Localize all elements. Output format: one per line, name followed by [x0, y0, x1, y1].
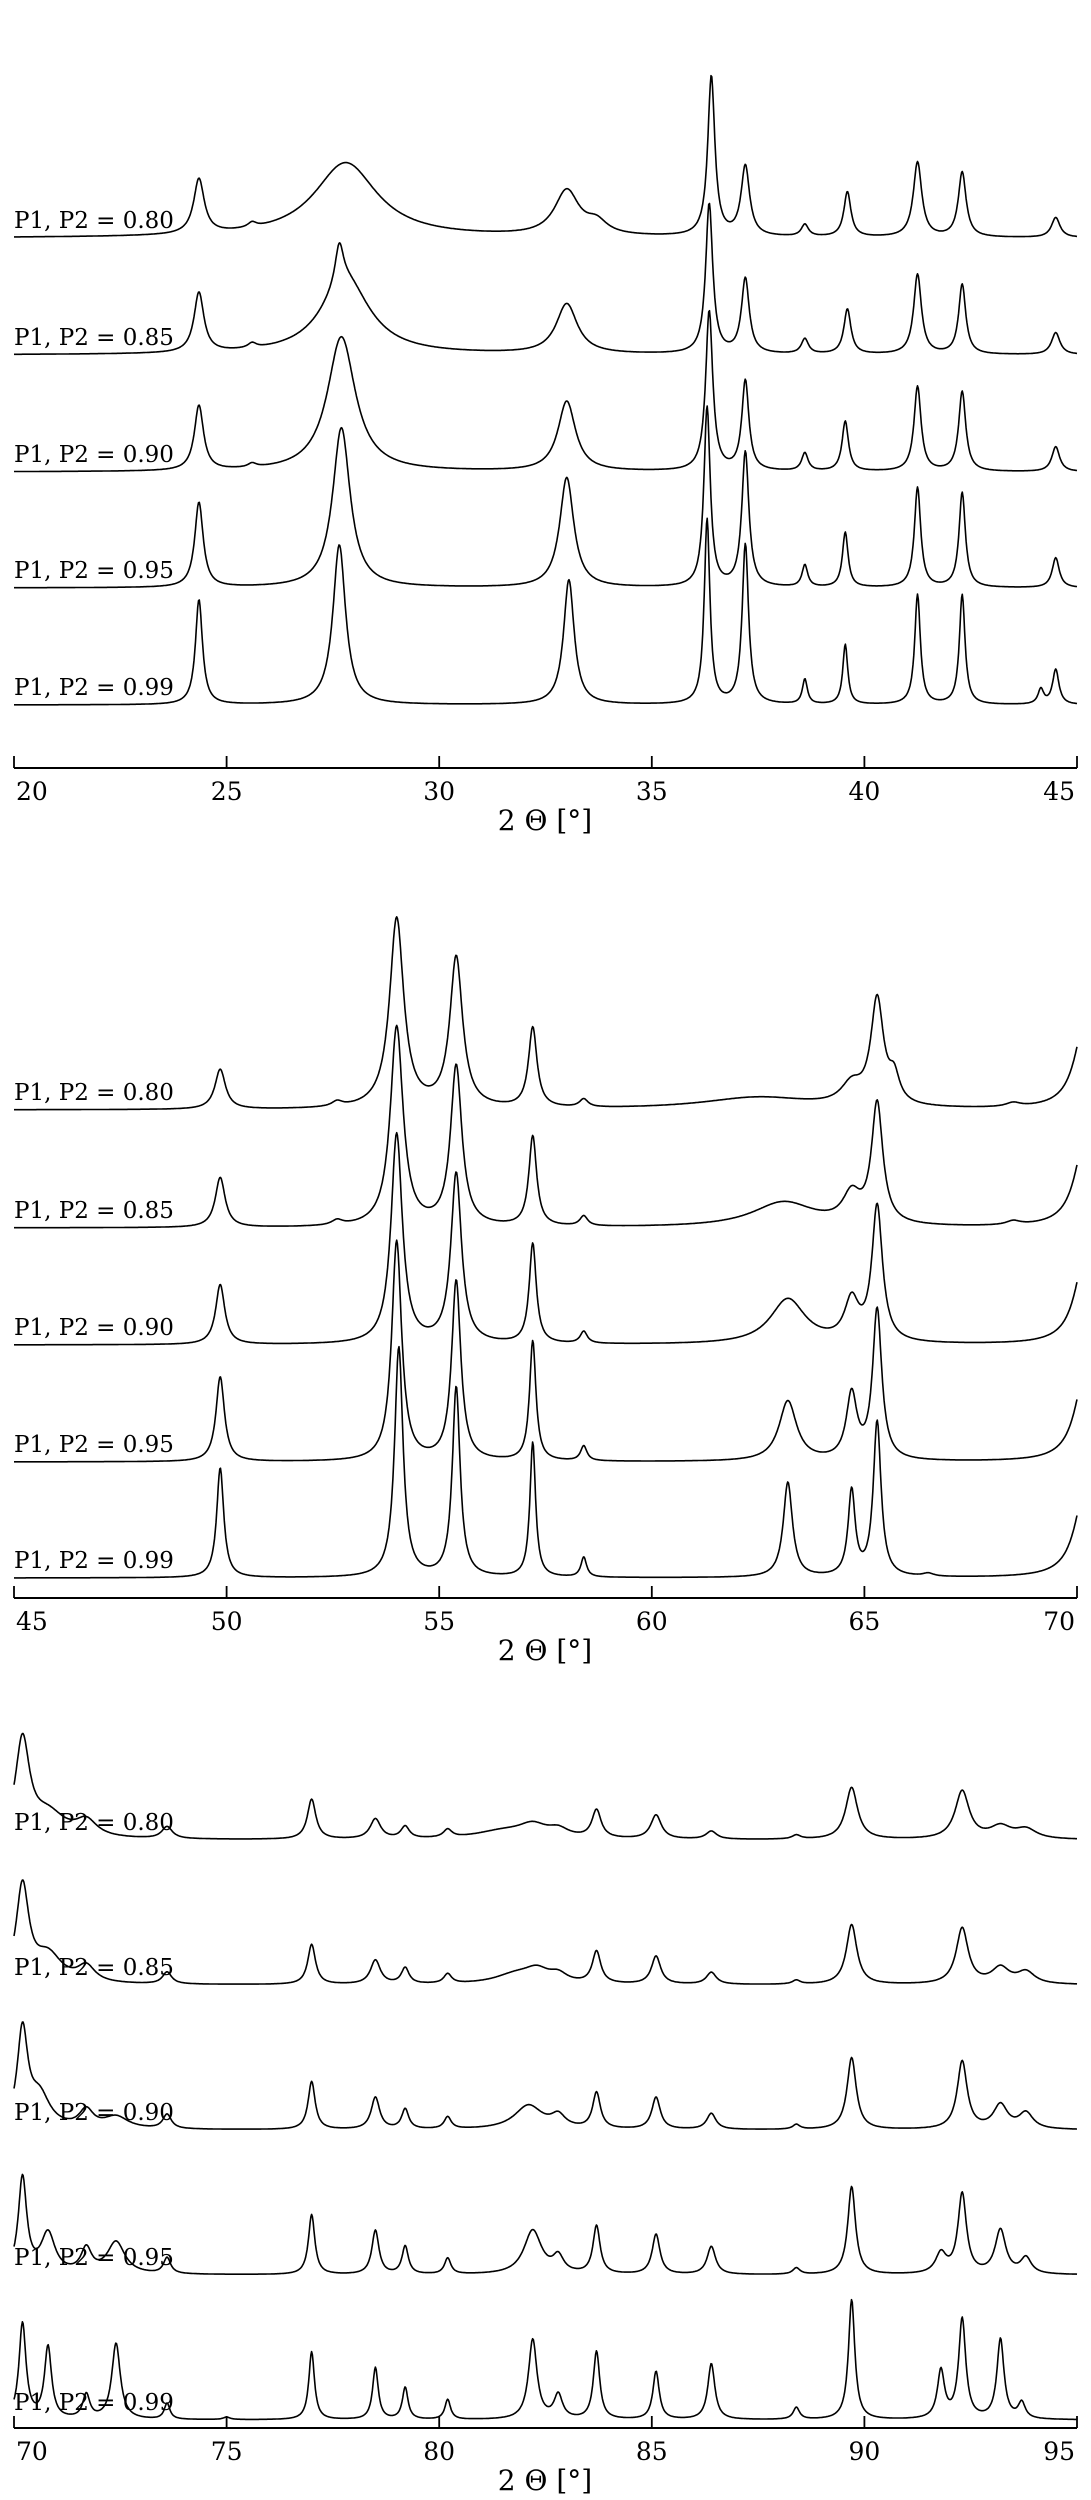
series-line	[14, 405, 1078, 589]
x-axis-label: 2 Θ [°]	[498, 1634, 592, 1667]
series-label: P1, P2 = 0.80	[14, 1080, 174, 1106]
x-tick-label: 30	[423, 777, 455, 806]
series-label: P1, P2 = 0.95	[14, 558, 174, 584]
series-line	[13, 2298, 1077, 2421]
series-label: P1, P2 = 0.80	[14, 208, 174, 234]
series-label: P1, P2 = 0.99	[14, 675, 174, 701]
series-label: P1, P2 = 0.95	[14, 1432, 174, 1458]
series-line	[13, 2021, 1077, 2130]
x-tick-label: 60	[636, 1607, 668, 1636]
series-line	[14, 1239, 1078, 1463]
series-label: P1, P2 = 0.85	[14, 1955, 174, 1981]
chart-panel-1: P1, P2 = 0.80 P1, P2 = 0.85 P1, P2 = 0.90 P…	[13, 74, 1078, 837]
series-line	[13, 1732, 1077, 1840]
series-line	[13, 1879, 1078, 1985]
series-label: P1, P2 = 0.90	[14, 2100, 174, 2126]
series-label: P1, P2 = 0.90	[14, 442, 174, 468]
x-tick-label: 70	[16, 2437, 48, 2466]
series-line	[14, 1131, 1078, 1346]
series-label: P1, P2 = 0.90	[14, 1315, 174, 1341]
series-line	[14, 517, 1078, 706]
x-tick-label: 70	[1043, 1607, 1075, 1636]
series-line	[14, 1024, 1078, 1229]
series-label: P1, P2 = 0.85	[14, 1198, 174, 1224]
series-label: P1, P2 = 0.99	[14, 2390, 174, 2416]
x-axis-label: 2 Θ [°]	[498, 2464, 592, 2497]
x-axis-label: 2 Θ [°]	[498, 804, 592, 837]
x-tick-label: 20	[16, 777, 48, 806]
x-tick-label: 90	[848, 2437, 880, 2466]
x-tick-label: 45	[16, 1607, 48, 1636]
series-label: P1, P2 = 0.95	[14, 2245, 174, 2271]
series-label: P1, P2 = 0.99	[14, 1548, 174, 1574]
series-line	[14, 202, 1078, 356]
chart-panel-3: P1, P2 = 0.80 P1, P2 = 0.85 P1, P2 = 0.90 P…	[13, 1732, 1078, 2497]
x-tick-label: 35	[636, 777, 668, 806]
series-line	[14, 1345, 1078, 1579]
x-tick-label: 80	[423, 2437, 455, 2466]
series-label: P1, P2 = 0.80	[14, 1810, 174, 1836]
series-label: P1, P2 = 0.85	[14, 325, 174, 351]
x-tick-label: 50	[211, 1607, 243, 1636]
x-tick-label: 85	[636, 2437, 668, 2466]
x-tick-label: 55	[423, 1607, 455, 1636]
series-line	[14, 916, 1078, 1111]
series-line	[13, 2173, 1078, 2275]
x-tick-label: 45	[1043, 777, 1075, 806]
x-tick-label: 40	[848, 777, 880, 806]
x-tick-label: 65	[848, 1607, 880, 1636]
x-tick-label: 75	[211, 2437, 243, 2466]
series-line	[14, 309, 1078, 473]
x-tick-label: 95	[1043, 2437, 1075, 2466]
x-tick-label: 25	[211, 777, 243, 806]
chart-panel-2: P1, P2 = 0.80 P1, P2 = 0.85 P1, P2 = 0.90 P…	[13, 916, 1078, 1667]
series-line	[14, 74, 1078, 238]
